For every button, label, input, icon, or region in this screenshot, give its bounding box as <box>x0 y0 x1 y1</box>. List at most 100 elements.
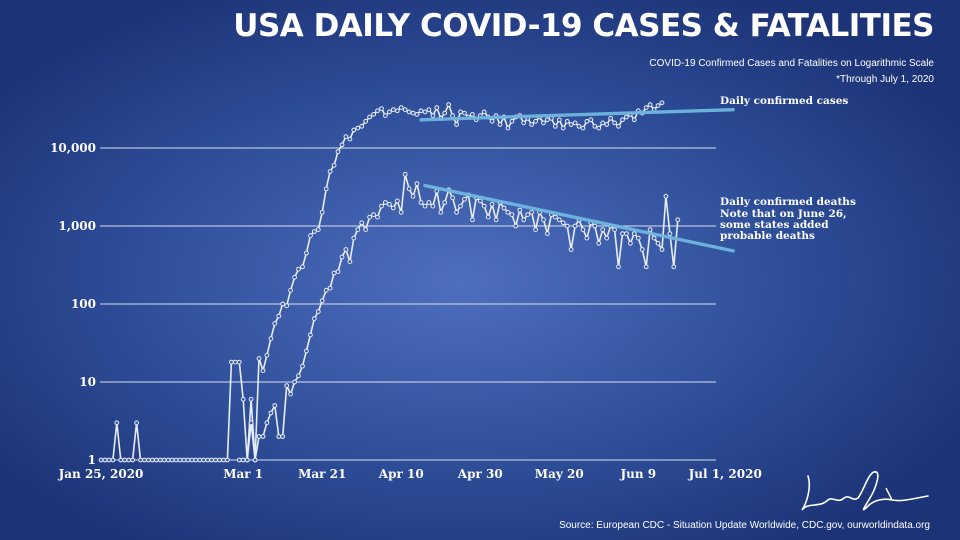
cases-data-point <box>209 457 215 463</box>
cases-data-point <box>197 457 203 463</box>
cases-data-point <box>276 313 282 319</box>
cases-data-point <box>205 457 211 463</box>
deaths-data-point <box>651 235 657 241</box>
cases-data-point <box>390 107 396 113</box>
cases-data-point <box>624 114 629 120</box>
cases-data-point <box>181 457 187 463</box>
cases-data-point <box>106 457 112 463</box>
cases-data-point <box>169 457 175 463</box>
cases-data-point <box>481 109 487 115</box>
deaths-data-point <box>355 227 361 233</box>
cases-data-point <box>410 110 416 116</box>
deaths-data-point <box>240 457 246 463</box>
cases-data-point <box>588 117 594 123</box>
cases-data-point <box>556 117 562 123</box>
deaths-data-point <box>268 410 274 416</box>
deaths-annotation: Daily confirmed deaths <box>720 196 856 208</box>
deaths-data-point <box>635 235 641 241</box>
cases-data-point <box>150 457 155 463</box>
cases-data-point <box>545 117 550 123</box>
cases-data-point <box>122 457 128 463</box>
deaths-data-point <box>493 217 499 223</box>
cases-data-point <box>379 106 384 111</box>
cases-data-point <box>292 274 298 280</box>
chart-title: USA DAILY COVID-19 CASES & FATALITIES <box>233 8 934 44</box>
deaths-data-point <box>529 209 534 215</box>
chart-subtitle: COVID-19 Confirmed Cases and Fatalities … <box>649 56 934 88</box>
cases-data-point <box>193 457 199 463</box>
deaths-data-point <box>343 247 349 252</box>
deaths-data-point <box>525 212 531 218</box>
deaths-data-point <box>604 235 610 241</box>
cases-data-point <box>272 321 278 327</box>
cases-data-point <box>430 113 436 118</box>
cases-data-point <box>347 136 353 142</box>
cases-data-point <box>268 336 274 342</box>
deaths-data-point <box>379 203 384 209</box>
deaths-data-point <box>545 231 550 237</box>
deaths-data-point <box>351 235 357 241</box>
deaths-data-point <box>580 227 586 233</box>
deaths-data-point <box>280 434 286 439</box>
cases-data-point <box>604 122 610 127</box>
cases-data-point <box>406 109 412 115</box>
y-tick-label: 1,000 <box>58 219 96 233</box>
cases-data-point <box>533 118 538 124</box>
cases-data-point <box>454 122 460 127</box>
deaths-data-point <box>450 195 456 201</box>
deaths-data-point <box>331 270 337 276</box>
x-tick-label: May 20 <box>535 467 584 481</box>
deaths-data-point <box>628 240 633 246</box>
cases-data-point <box>256 356 262 361</box>
deaths-data-point <box>675 217 681 223</box>
deaths-data-point <box>501 205 507 211</box>
deaths-data-point <box>612 227 617 233</box>
cases-data-point <box>138 457 143 463</box>
deaths-data-point <box>264 420 270 426</box>
deaths-data-point <box>509 212 515 218</box>
cases-data-point <box>359 123 365 129</box>
cases-data-point <box>655 103 661 108</box>
cases-data-point <box>240 396 246 402</box>
deaths-data-point <box>584 235 590 241</box>
cases-data-point <box>142 457 147 463</box>
cases-data-point <box>450 113 456 118</box>
cases-data-point <box>331 162 337 168</box>
deaths-data-point <box>260 434 266 439</box>
deaths-data-point <box>311 316 317 322</box>
cases-data-point <box>351 127 357 133</box>
deaths-data-point <box>402 171 408 177</box>
deaths-data-point <box>489 201 495 207</box>
deaths-data-point <box>308 332 313 338</box>
deaths-data-point <box>300 363 305 369</box>
cases-data-point <box>394 108 400 114</box>
cases-data-point <box>213 457 219 463</box>
deaths-data-point <box>667 231 673 237</box>
cases-data-point <box>442 110 448 116</box>
deaths-data-point <box>517 207 523 213</box>
deaths-data-point <box>438 209 444 215</box>
cases-data-point <box>398 105 404 110</box>
x-tick-label: Apr 10 <box>378 467 424 481</box>
deaths-data-point <box>505 209 511 215</box>
deaths-data-point <box>398 209 404 215</box>
cases-data-point <box>580 125 586 131</box>
cases-data-point <box>592 123 598 129</box>
y-tick-label: 1 <box>88 453 96 467</box>
deaths-data-point <box>390 205 396 211</box>
deaths-data-point <box>422 203 428 209</box>
cases-data-point <box>458 109 463 115</box>
cases-data-point <box>489 118 495 124</box>
cases-data-point <box>418 108 424 114</box>
cases-data-point <box>343 134 349 140</box>
cases-data-point <box>189 457 195 463</box>
cases-data-point <box>505 125 511 131</box>
cases-data-point <box>177 457 183 463</box>
cases-data-point <box>319 209 325 215</box>
cases-data-point <box>225 457 230 463</box>
deaths-data-point <box>671 264 677 270</box>
deaths-data-point <box>541 217 546 223</box>
cases-data-point <box>165 457 171 463</box>
deaths-data-point <box>462 196 467 202</box>
deaths-data-point <box>367 214 373 220</box>
